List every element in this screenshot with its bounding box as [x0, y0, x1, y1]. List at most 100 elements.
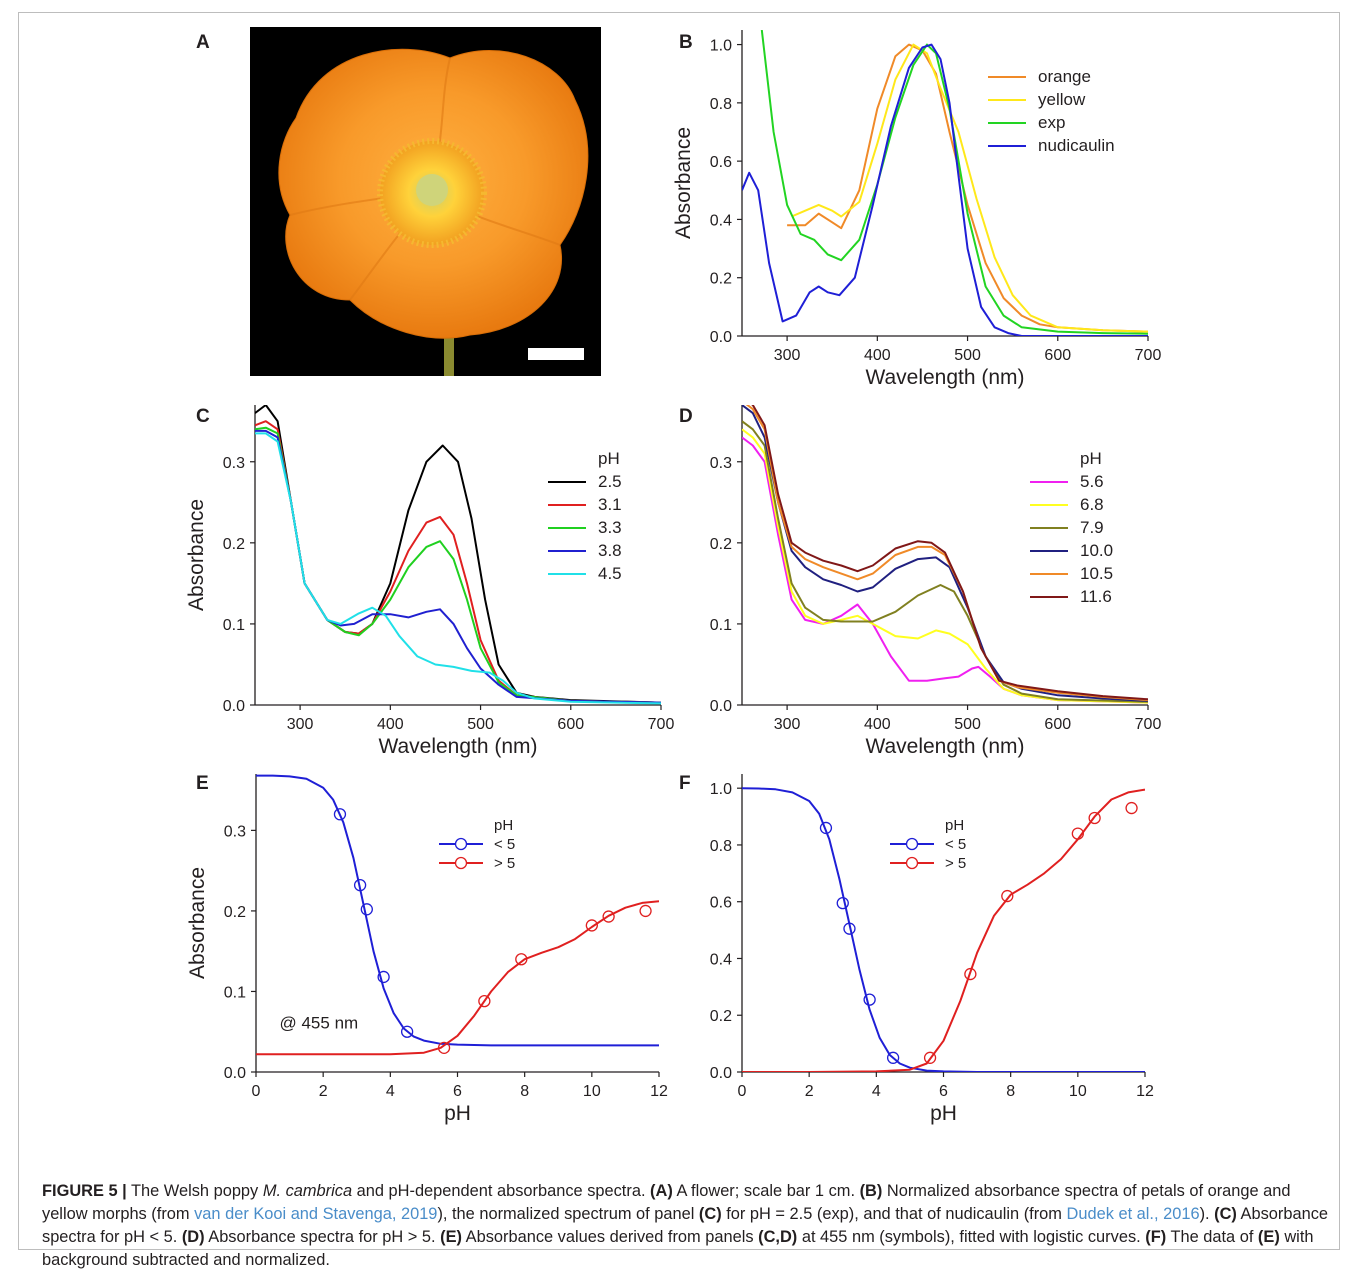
legend-label: 3.8 — [598, 541, 622, 560]
y-axis-label: Absorbance — [186, 867, 209, 979]
y-tick-label: 0.2 — [710, 1008, 732, 1025]
data-point — [1125, 801, 1138, 815]
data-point — [333, 808, 347, 821]
legend-label: exp — [1038, 113, 1065, 132]
y-tick-label: 0.0 — [710, 698, 732, 715]
x-tick-label: 500 — [467, 716, 494, 733]
wavelength-annotation: @ 455 nm — [280, 1014, 359, 1033]
legend-label: < 5 — [945, 836, 966, 853]
caption-panel-ref: (F) — [1145, 1228, 1167, 1246]
x-tick-label: 6 — [939, 1083, 948, 1100]
y-tick-label: 0.3 — [224, 823, 246, 840]
caption-text: ), the normalized spectrum of panel — [437, 1205, 699, 1223]
x-tick-label: 700 — [1135, 716, 1162, 733]
caption-panel-ref: (E) — [440, 1228, 462, 1246]
y-tick-label: 1.0 — [710, 781, 732, 798]
x-tick-label: 4 — [386, 1083, 395, 1100]
data-point — [964, 967, 977, 981]
x-tick-label: 700 — [1135, 347, 1162, 364]
x-tick-label: 600 — [557, 716, 584, 733]
y-tick-label: 0.1 — [224, 984, 246, 1001]
y-tick-label: 0.2 — [710, 536, 732, 553]
legend-title: pH — [598, 449, 620, 468]
series-line — [742, 43, 1148, 336]
x-tick-label: 8 — [520, 1083, 529, 1100]
data-point — [886, 1051, 900, 1064]
series-line — [745, 405, 1148, 702]
data-point — [836, 896, 849, 910]
x-tick-label: 700 — [648, 716, 675, 733]
x-tick-label: 300 — [287, 716, 314, 733]
x-axis-label: Wavelength (nm) — [865, 735, 1024, 758]
data-point — [639, 904, 652, 918]
chart-panel-e: 0 2 4 6 8 10 12 0.0 0.1 0.2 0.3 pH Absorbance pH < 5 > … — [186, 774, 668, 1125]
x-tick-label: 2 — [319, 1083, 328, 1100]
y-tick-label: 0.0 — [223, 698, 245, 715]
legend-label: 3.1 — [598, 495, 622, 514]
x-tick-label: 500 — [954, 716, 981, 733]
legend-label: 4.5 — [598, 564, 622, 583]
scale-bar — [528, 348, 584, 360]
legend-label: 3.3 — [598, 518, 622, 537]
y-axis-label: Absorbance — [185, 499, 208, 611]
data-point — [585, 919, 598, 932]
caption-panel-ref: (A) — [650, 1182, 673, 1200]
legend-label: 11.6 — [1080, 587, 1112, 606]
series-line — [742, 420, 1148, 703]
x-tick-label: 500 — [954, 347, 981, 364]
x-tick-label: 12 — [650, 1083, 668, 1100]
legend-title: pH — [945, 817, 964, 834]
caption-text: ). — [1199, 1205, 1215, 1223]
legend-marker — [905, 856, 919, 870]
data-point — [1088, 811, 1101, 825]
data-point — [437, 1041, 451, 1054]
data-point — [923, 1051, 937, 1064]
data-point — [400, 1025, 414, 1038]
data-point — [360, 903, 373, 916]
x-tick-label: 300 — [774, 347, 801, 364]
series-line — [742, 428, 1148, 704]
panel-label-b: B — [679, 32, 693, 53]
data-point — [863, 993, 876, 1006]
y-tick-label: 0.4 — [710, 212, 732, 229]
caption-species: M. cambrica — [262, 1182, 353, 1200]
y-tick-label: 0.6 — [710, 895, 732, 912]
caption-citation-link[interactable]: van der Kooi and Stavenga, 2019 — [194, 1205, 438, 1223]
legend-title: pH — [1080, 449, 1102, 468]
caption-text: at 455 nm (symbols), fitted with logisti… — [797, 1228, 1146, 1246]
legend-label: > 5 — [494, 855, 515, 872]
series-line — [742, 436, 1148, 704]
caption-citation-link[interactable]: Dudek et al., 2016 — [1066, 1205, 1200, 1223]
x-axis-label: Wavelength (nm) — [378, 735, 537, 758]
caption-text: Absorbance spectra for pH > 5. — [204, 1228, 441, 1246]
x-tick-label: 10 — [583, 1083, 601, 1100]
series-line — [751, 405, 1148, 701]
y-tick-label: 0.1 — [223, 617, 245, 634]
y-tick-label: 0.6 — [710, 154, 732, 171]
figure-frame — [18, 12, 1340, 1250]
caption-text: The data of — [1166, 1228, 1258, 1246]
x-axis-label: pH — [930, 1102, 957, 1125]
y-tick-label: 0.0 — [710, 329, 732, 346]
caption-lead: FIGURE 5 | — [42, 1182, 127, 1200]
data-point — [353, 878, 367, 892]
caption-text: for pH = 2.5 (exp), and that of nudicaul… — [721, 1205, 1067, 1223]
panel-label-e: E — [196, 773, 209, 794]
poppy-flower-image — [250, 27, 601, 376]
caption-panel-ref: (D) — [181, 1228, 205, 1246]
legend-marker — [905, 837, 919, 851]
x-tick-label: 400 — [864, 347, 891, 364]
data-point — [478, 994, 491, 1008]
data-point — [515, 953, 528, 966]
series-line — [787, 43, 1148, 333]
x-tick-label: 8 — [1006, 1083, 1015, 1100]
y-tick-label: 1.0 — [710, 38, 732, 55]
data-point — [1001, 889, 1014, 903]
x-tick-label: 400 — [864, 716, 891, 733]
legend-label: nudicaulin — [1038, 136, 1115, 155]
caption-text: and pH-dependent absorbance spectra. — [352, 1182, 651, 1200]
caption-text: Absorbance values derived from panels — [462, 1228, 759, 1246]
caption-panel-ref: (B) — [859, 1182, 883, 1200]
x-tick-label: 400 — [377, 716, 404, 733]
caption-text: Absorbance spectra for pH < 5. — [42, 1205, 1329, 1246]
